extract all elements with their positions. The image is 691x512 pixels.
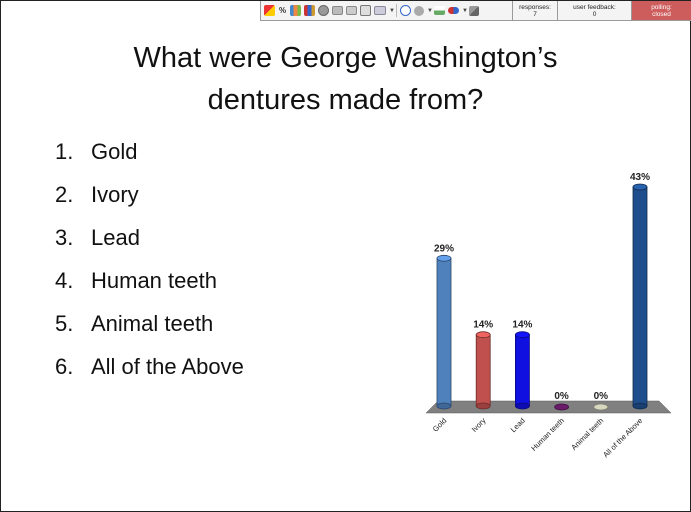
answer-number: 5. [55, 311, 74, 336]
participant-icon[interactable] [414, 5, 424, 16]
answer-number: 2. [55, 182, 74, 207]
answer-item: 3. Lead [55, 221, 244, 264]
bar-base [515, 402, 530, 410]
data-label: 0% [554, 391, 569, 402]
responses-counter: responses: 7 [512, 1, 557, 20]
bar-top [515, 331, 530, 339]
show-results-icon[interactable] [434, 6, 445, 15]
chart-bar [554, 403, 569, 411]
chart-bar [515, 331, 530, 410]
user-feedback-counter: user feedback: 0 [557, 1, 631, 20]
bar-top [475, 331, 491, 339]
data-label: 43% [630, 172, 650, 183]
results-icon[interactable] [264, 5, 275, 16]
countdown-icon[interactable] [318, 5, 329, 16]
chart-bar [475, 331, 491, 410]
chart-bar [436, 254, 452, 410]
responses-label: responses: [519, 3, 551, 11]
percent-icon[interactable]: % [278, 6, 287, 15]
answer-label: Lead [91, 225, 140, 250]
bar-body [436, 257, 452, 407]
chevron-down-icon[interactable]: ▼ [427, 7, 433, 14]
info-icon[interactable] [400, 5, 411, 16]
chevron-down-icon[interactable]: ▼ [389, 7, 395, 14]
bar-top [632, 183, 648, 191]
answer-item: 1. Gold [55, 135, 244, 178]
responses-value: 7 [533, 10, 537, 18]
bar-top [436, 254, 452, 262]
title-line-1: What were George Washington’s [133, 42, 558, 74]
answer-item: 4. Human teeth [55, 264, 244, 307]
feedback-value: 0 [592, 10, 597, 18]
correct-answer-icon[interactable] [332, 6, 343, 15]
chevron-down-icon[interactable]: ▼ [462, 7, 468, 14]
wizard-icon[interactable] [469, 5, 479, 16]
toolbar-icons: % ▼ ▼ ▼ [261, 1, 512, 20]
category-label: All of the Above [601, 416, 644, 459]
category-label: Lead [509, 416, 527, 434]
answer-item: 6. All of the Above [55, 350, 244, 393]
category-label: Animal teeth [569, 416, 605, 452]
bar-body [632, 186, 648, 407]
bar-top [554, 403, 569, 411]
bar-body [515, 334, 530, 407]
data-label: 14% [473, 320, 493, 331]
answer-number: 1. [55, 139, 74, 164]
category-label: Ivory [470, 416, 488, 434]
bar-body [475, 334, 491, 407]
answer-number: 3. [55, 225, 74, 250]
bar-top [593, 403, 609, 411]
title-line-2: dentures made from? [207, 84, 484, 116]
answer-list: 1. Gold 2. Ivory 3. Lead 4. Human teeth 5. An… [55, 135, 244, 393]
answer-label: Ivory [91, 182, 139, 207]
answer-label: Gold [91, 139, 138, 164]
feedback-label: user feedback: [573, 3, 616, 11]
options-icon[interactable] [374, 6, 386, 15]
polling-label: polling: [651, 3, 672, 11]
data-label: 14% [512, 320, 532, 331]
polling-value: closed [652, 10, 671, 18]
answer-label: Animal teeth [91, 311, 214, 336]
bar-base [475, 402, 491, 410]
answer-label: Human teeth [91, 268, 217, 293]
category-label: Human teeth [529, 416, 566, 453]
chart-type-icon[interactable] [290, 5, 301, 16]
question-title: What were George Washington’s dentures m… [1, 37, 690, 121]
answer-number: 6. [55, 354, 74, 379]
answer-label: All of the Above [91, 354, 244, 379]
slide-icon[interactable] [346, 6, 357, 15]
insert-icon[interactable] [360, 5, 371, 16]
answer-item: 2. Ivory [55, 178, 244, 221]
category-label: Gold [431, 416, 449, 434]
data-label: 0% [594, 391, 609, 402]
chart-bar [593, 403, 609, 411]
bar-base [436, 402, 452, 410]
answer-number: 4. [55, 268, 74, 293]
chart-bar [632, 183, 648, 410]
flag-icon[interactable] [448, 7, 459, 14]
data-label: 29% [434, 243, 454, 254]
answer-item: 5. Animal teeth [55, 307, 244, 350]
bar-base [632, 402, 648, 410]
polling-toolbar: % ▼ ▼ ▼ responses: 7 user feedback: 0 [260, 1, 691, 21]
polling-status-button[interactable]: polling: closed [631, 1, 691, 20]
bar-chart-icon[interactable] [304, 5, 315, 16]
toolbar-divider [396, 4, 397, 17]
